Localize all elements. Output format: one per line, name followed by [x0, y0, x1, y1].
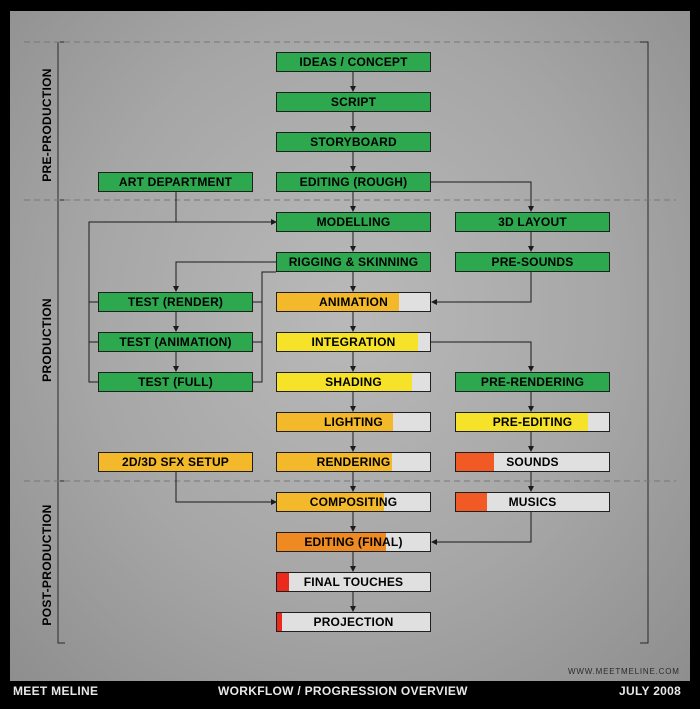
node-musics: MUSICS — [455, 492, 610, 512]
node-label: ART DEPARTMENT — [118, 175, 233, 189]
progress-fill — [456, 453, 495, 471]
phase-dividers — [24, 41, 676, 482]
progress-fill — [277, 573, 290, 591]
footer-title: WORKFLOW / PROGRESSION OVERVIEW — [218, 684, 468, 698]
node-label: STORYBOARD — [310, 135, 397, 149]
node-label: TEST (RENDER) — [127, 295, 224, 309]
node-label: EDITING (FINAL) — [304, 535, 403, 549]
node-rigging-skinning: RIGGING & SKINNING — [276, 252, 431, 272]
node-lighting: LIGHTING — [276, 412, 431, 432]
node-label: PRE-EDITING — [492, 415, 573, 429]
node-rendering: RENDERING — [276, 452, 431, 472]
progress-fill — [99, 333, 252, 351]
progress-fill — [277, 53, 430, 71]
progress-fill — [277, 293, 400, 311]
progress-fill — [277, 413, 394, 431]
node-3d-layout: 3D LAYOUT — [455, 212, 610, 232]
progress-fill — [99, 293, 252, 311]
node-modelling: MODELLING — [276, 212, 431, 232]
node-label: COMPOSITING — [309, 495, 398, 509]
node-sounds: SOUNDS — [455, 452, 610, 472]
node-animation: ANIMATION — [276, 292, 431, 312]
progress-fill — [99, 373, 252, 391]
progress-fill — [99, 173, 252, 191]
node-compositing: COMPOSITING — [276, 492, 431, 512]
node-label: PROJECTION — [313, 615, 394, 629]
node-test-animation: TEST (ANIMATION) — [98, 332, 253, 352]
phase-label-production: PRODUCTION — [40, 298, 54, 382]
progress-fill — [456, 213, 609, 231]
node-label: 3D LAYOUT — [498, 215, 567, 229]
progress-fill — [277, 373, 412, 391]
node-editing-final: EDITING (FINAL) — [276, 532, 431, 552]
node-pre-editing: PRE-EDITING — [455, 412, 610, 432]
progress-fill — [456, 373, 609, 391]
node-label: RIGGING & SKINNING — [288, 255, 419, 269]
phase-bracket-lines — [57, 41, 649, 644]
node-label: 2D/3D SFX SETUP — [121, 455, 230, 469]
footer-date: JULY 2008 — [619, 684, 682, 698]
progress-fill — [456, 253, 609, 271]
node-label: SOUNDS — [506, 455, 559, 469]
progress-fill — [277, 93, 430, 111]
node-2d-3d-sfx-setup: 2D/3D SFX SETUP — [98, 452, 253, 472]
node-label: SCRIPT — [330, 95, 377, 109]
progress-fill — [99, 453, 252, 471]
progress-fill — [277, 613, 282, 631]
node-projection: PROJECTION — [276, 612, 431, 632]
progress-fill — [277, 213, 430, 231]
footer-left: MEET MELINE — [13, 684, 99, 698]
progress-fill — [277, 493, 385, 511]
node-label: RENDERING — [316, 455, 391, 469]
node-label: INTEGRATION — [311, 335, 396, 349]
node-label: EDITING (ROUGH) — [299, 175, 408, 189]
node-editing-rough: EDITING (ROUGH) — [276, 172, 431, 192]
node-label: PRE-RENDERING — [480, 375, 585, 389]
node-shading: SHADING — [276, 372, 431, 392]
node-label: PRE-SOUNDS — [491, 255, 574, 269]
progress-fill — [277, 333, 418, 351]
progress-fill — [277, 253, 430, 271]
website-url: WWW.MEETMELINE.COM — [568, 667, 680, 676]
node-pre-sounds: PRE-SOUNDS — [455, 252, 610, 272]
node-label: FINAL TOUCHES — [303, 575, 404, 589]
phase-label-post-production: POST-PRODUCTION — [40, 504, 54, 626]
node-script: SCRIPT — [276, 92, 431, 112]
progress-fill — [277, 133, 430, 151]
progress-fill — [456, 493, 487, 511]
node-art-department: ART DEPARTMENT — [98, 172, 253, 192]
node-ideas-concept: IDEAS / CONCEPT — [276, 52, 431, 72]
node-final-touches: FINAL TOUCHES — [276, 572, 431, 592]
node-label: SHADING — [325, 375, 382, 389]
progress-fill — [277, 533, 386, 551]
node-pre-rendering: PRE-RENDERING — [455, 372, 610, 392]
node-label: ANIMATION — [319, 295, 388, 309]
node-test-render: TEST (RENDER) — [98, 292, 253, 312]
progress-fill — [277, 173, 430, 191]
progress-fill — [456, 413, 588, 431]
node-storyboard: STORYBOARD — [276, 132, 431, 152]
node-label: IDEAS / CONCEPT — [299, 55, 408, 69]
node-label: LIGHTING — [324, 415, 383, 429]
phase-label-pre-production: PRE-PRODUCTION — [40, 68, 54, 182]
node-integration: INTEGRATION — [276, 332, 431, 352]
node-test-full: TEST (FULL) — [98, 372, 253, 392]
progress-fill — [277, 453, 392, 471]
node-label: MODELLING — [316, 215, 391, 229]
node-label: TEST (FULL) — [138, 375, 213, 389]
node-label: TEST (ANIMATION) — [119, 335, 232, 349]
node-label: MUSICS — [508, 495, 557, 509]
